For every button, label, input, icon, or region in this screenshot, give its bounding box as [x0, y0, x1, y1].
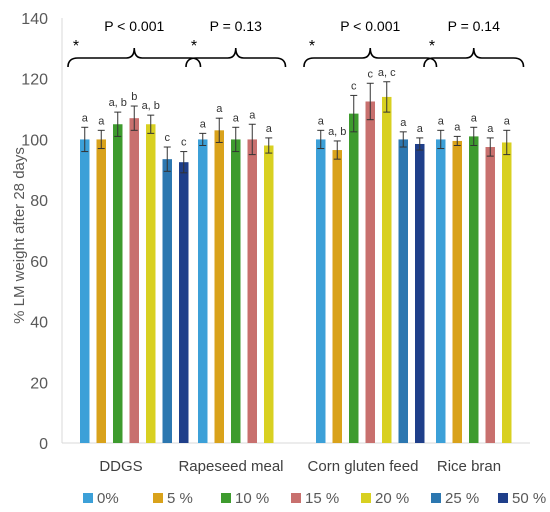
bar — [452, 140, 462, 444]
annotations: P < 0.001 * P = 0.13 * P < 0.001 * P = 0.14 * — [67, 18, 525, 68]
y-tick-label: 60 — [30, 254, 48, 271]
significance-letter: a, b — [142, 100, 160, 112]
y-tick-label: 120 — [21, 72, 48, 89]
significance-letter: c — [181, 137, 187, 149]
x-tick-label: Rice bran — [437, 458, 501, 475]
bar — [231, 139, 241, 443]
y-tick-label: 40 — [30, 315, 48, 332]
significance-brace — [67, 47, 202, 68]
bar — [349, 113, 359, 443]
significance-brace — [423, 47, 525, 68]
bar — [398, 139, 408, 443]
legend-label: 0% — [97, 490, 119, 507]
significance-letter: a — [417, 123, 424, 135]
legend-swatch — [221, 493, 231, 503]
significance-letter: a — [249, 109, 256, 121]
significance-letter: a — [200, 118, 207, 130]
p-value-label: P = 0.13 — [210, 18, 263, 34]
y-tick-label: 0 — [39, 436, 48, 453]
legend-label: 5 % — [167, 490, 193, 507]
significance-letter: a — [216, 103, 223, 115]
y-axis-label: % LM weight after 28 days — [11, 147, 28, 324]
significance-letter: a, c — [378, 67, 396, 79]
bar — [365, 101, 375, 443]
bar — [247, 139, 257, 443]
significance-letter: a — [266, 123, 273, 135]
bar — [214, 130, 224, 444]
significance-letter: a — [98, 115, 105, 127]
bar — [113, 124, 123, 443]
bar — [332, 150, 342, 443]
bar — [80, 139, 90, 443]
bar — [469, 136, 479, 443]
bar — [502, 142, 512, 443]
significance-letter: a — [82, 112, 89, 124]
p-value-label: P < 0.001 — [340, 18, 400, 34]
legend-label: 15 % — [305, 490, 339, 507]
significance-letter: a — [487, 123, 494, 135]
significance-star: * — [191, 38, 197, 55]
y-tick-label: 20 — [30, 375, 48, 392]
significance-letter: c — [165, 132, 171, 144]
legend-swatch — [431, 493, 441, 503]
p-value-label: P = 0.14 — [448, 18, 501, 34]
legend-swatch — [361, 493, 371, 503]
significance-letter: a, b — [328, 126, 346, 138]
significance-letter: c — [368, 68, 374, 80]
significance-letter: a — [504, 115, 511, 127]
y-tick-label: 140 — [21, 11, 48, 28]
bar — [179, 162, 189, 444]
axes: 0 20 40 60 80 100 120 140 % LM weight after 28 d… — [11, 11, 530, 475]
significance-letter: a — [454, 121, 461, 133]
bar — [146, 124, 156, 443]
legend: 0% 5 % 10 % 15 % 20 % 25 % 50 % — [83, 490, 546, 507]
y-tick-label: 80 — [30, 193, 48, 210]
significance-star: * — [309, 38, 315, 55]
bar — [485, 147, 495, 443]
legend-swatch — [498, 493, 508, 503]
significance-letter: a — [438, 115, 445, 127]
significance-letter: b — [131, 91, 137, 103]
legend-label: 10 % — [235, 490, 269, 507]
bar — [264, 145, 274, 443]
significance-letter: a, b — [109, 97, 127, 109]
bar — [96, 139, 106, 443]
legend-label: 25 % — [445, 490, 479, 507]
significance-letter: c — [351, 80, 357, 92]
bar — [129, 118, 139, 443]
significance-letter: a — [233, 112, 240, 124]
bar — [162, 159, 172, 444]
y-tick-label: 100 — [21, 132, 48, 149]
x-tick-label: Corn gluten feed — [308, 458, 419, 475]
significance-brace — [185, 47, 287, 68]
x-tick-label: DDGS — [99, 458, 142, 475]
legend-swatch — [83, 493, 93, 503]
x-tick-label: Rapeseed meal — [178, 458, 283, 475]
significance-letter: a — [318, 115, 325, 127]
p-value-label: P < 0.001 — [104, 18, 164, 34]
significance-letter: a — [471, 112, 478, 124]
bar — [316, 139, 326, 443]
significance-star: * — [429, 38, 435, 55]
legend-swatch — [153, 493, 163, 503]
legend-label: 20 % — [375, 490, 409, 507]
bar — [415, 143, 425, 443]
significance-brace — [303, 47, 438, 68]
bar — [382, 96, 392, 443]
bar — [198, 139, 208, 443]
bar — [436, 139, 446, 443]
legend-swatch — [291, 493, 301, 503]
significance-letter: a — [400, 117, 407, 129]
significance-star: * — [73, 38, 79, 55]
legend-label: 50 % — [512, 490, 546, 507]
